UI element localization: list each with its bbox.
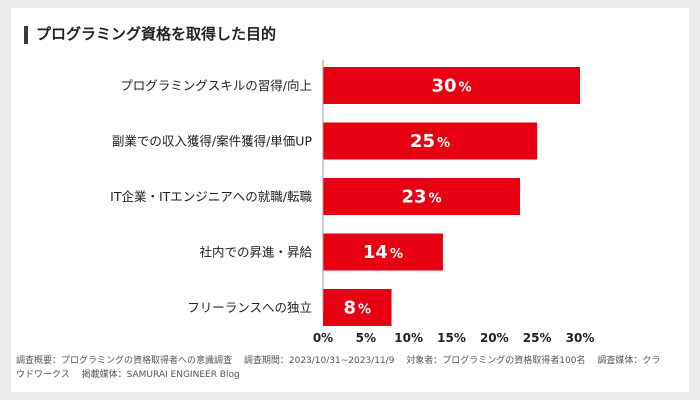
chart-title: プログラミング資格を取得した目的 [36, 25, 277, 43]
title-accent-bar [24, 26, 28, 44]
x-tick-label: 30% [566, 331, 595, 345]
x-tick-label: 5% [356, 331, 376, 345]
data-label: 25% [410, 131, 450, 152]
data-label: 14% [363, 242, 403, 263]
x-tick-label: 15% [437, 331, 466, 345]
bar [323, 122, 538, 160]
category-label: 社内での昇進・昇給 [199, 245, 312, 260]
x-tick-label: 20% [480, 331, 509, 345]
bar [323, 67, 580, 104]
data-label: 30% [431, 76, 471, 97]
bar [323, 289, 392, 326]
category-label: IT企業・ITエンジニアへの就職/転職 [110, 189, 312, 204]
data-label: 8% [343, 298, 371, 319]
x-tick-label: 25% [523, 331, 552, 345]
bar [323, 233, 443, 271]
bar [323, 178, 521, 215]
data-label: 23% [401, 187, 441, 208]
category-label: プログラミングスキルの習得/向上 [120, 78, 312, 93]
x-tick-label: 10% [394, 331, 423, 345]
category-label: 副業での収入獲得/案件獲得/単価UP [112, 134, 313, 149]
survey-footnote: 調査概要：プログラミングの資格取得者への意識調査 調査期間：2023/10/31… [16, 356, 661, 380]
category-label: フリーランスへの独立 [187, 300, 312, 315]
x-tick-label: 0% [313, 331, 333, 345]
